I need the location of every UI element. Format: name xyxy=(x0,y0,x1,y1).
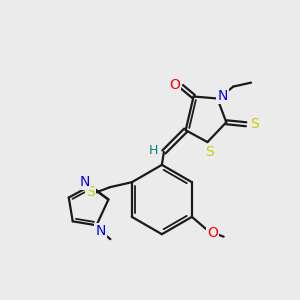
Text: S: S xyxy=(86,185,94,199)
Text: H: H xyxy=(148,143,158,157)
Text: O: O xyxy=(207,226,218,240)
Text: O: O xyxy=(169,78,180,92)
Text: N: N xyxy=(217,88,227,103)
Text: S: S xyxy=(250,117,258,131)
Text: N: N xyxy=(80,175,90,189)
Text: N: N xyxy=(95,224,106,238)
Text: S: S xyxy=(205,145,214,159)
